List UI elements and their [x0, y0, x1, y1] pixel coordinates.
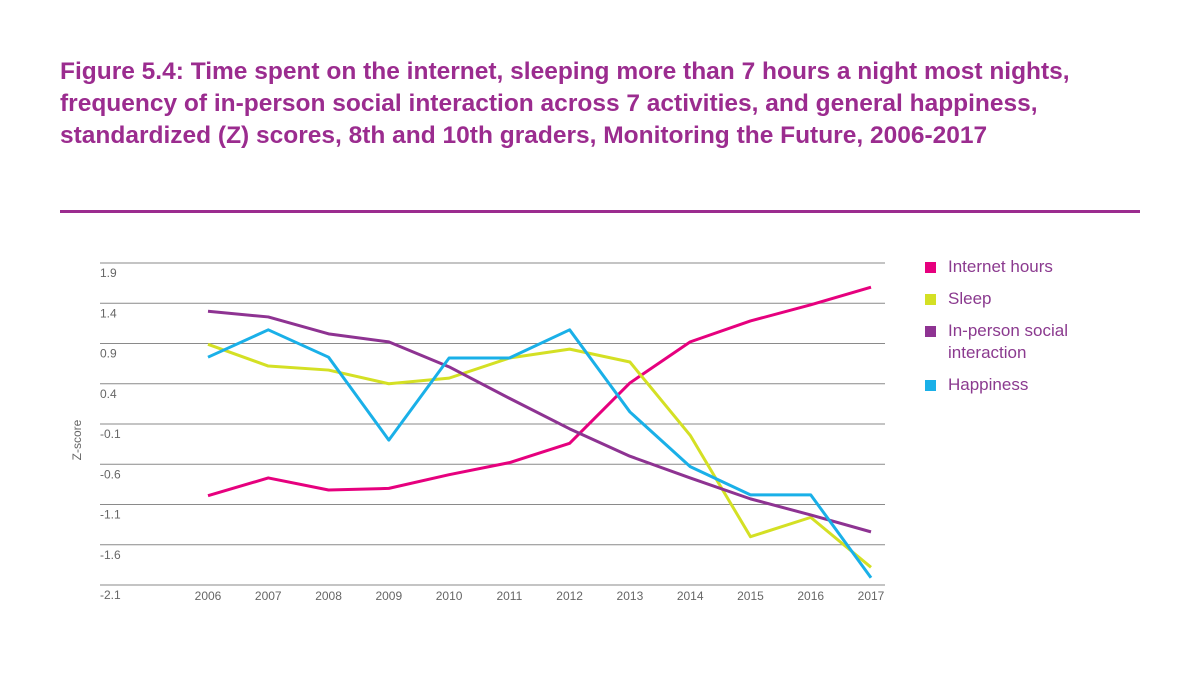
x-tick-label: 2006	[195, 589, 222, 603]
y-tick-label: -2.1	[100, 588, 121, 602]
series-line	[207, 285, 872, 498]
series-line	[207, 342, 872, 569]
y-tick-label: 0.4	[100, 387, 117, 401]
y-tick-label: -0.1	[100, 427, 121, 441]
legend: Internet hours Sleep In-person social inte…	[925, 256, 1125, 406]
legend-swatch	[925, 326, 936, 337]
legend-swatch	[925, 380, 936, 391]
legend-label: Sleep	[948, 289, 992, 308]
series-line	[207, 309, 872, 534]
legend-label: Internet hours	[948, 257, 1053, 276]
x-tick-label: 2009	[375, 589, 402, 603]
x-tick-label: 2012	[556, 589, 583, 603]
series-line	[207, 328, 873, 579]
legend-item: Internet hours	[925, 256, 1125, 278]
y-tick-label: 1.9	[100, 266, 117, 280]
y-tick-label: -0.6	[100, 467, 121, 481]
chart-title: Figure 5.4: Time spent on the internet, …	[60, 58, 1070, 149]
x-tick-label: 2014	[677, 589, 704, 603]
legend-item: Sleep	[925, 288, 1125, 310]
legend-item: Happiness	[925, 374, 1125, 396]
legend-label: Happiness	[948, 375, 1029, 394]
x-tick-label: 2008	[315, 589, 342, 603]
y-tick-label: -1.1	[100, 508, 121, 522]
x-tick-label: 2015	[737, 589, 764, 603]
legend-swatch	[925, 294, 936, 305]
x-tick-label: 2017	[858, 589, 885, 603]
x-tick-label: 2013	[617, 589, 644, 603]
y-axis-label: Z-score	[70, 419, 84, 460]
title-rule	[60, 210, 1140, 213]
y-tick-label: 0.9	[100, 347, 117, 361]
x-tick-label: 2007	[255, 589, 282, 603]
x-tick-label: 2010	[436, 589, 463, 603]
y-tick-label: 1.4	[100, 306, 117, 320]
legend-item: In-person social interaction	[925, 320, 1125, 364]
x-tick-label: 2016	[797, 589, 824, 603]
legend-swatch	[925, 262, 936, 273]
legend-label: In-person social interaction	[948, 321, 1069, 362]
y-tick-label: -1.6	[100, 548, 121, 562]
x-tick-label: 2011	[496, 589, 522, 603]
